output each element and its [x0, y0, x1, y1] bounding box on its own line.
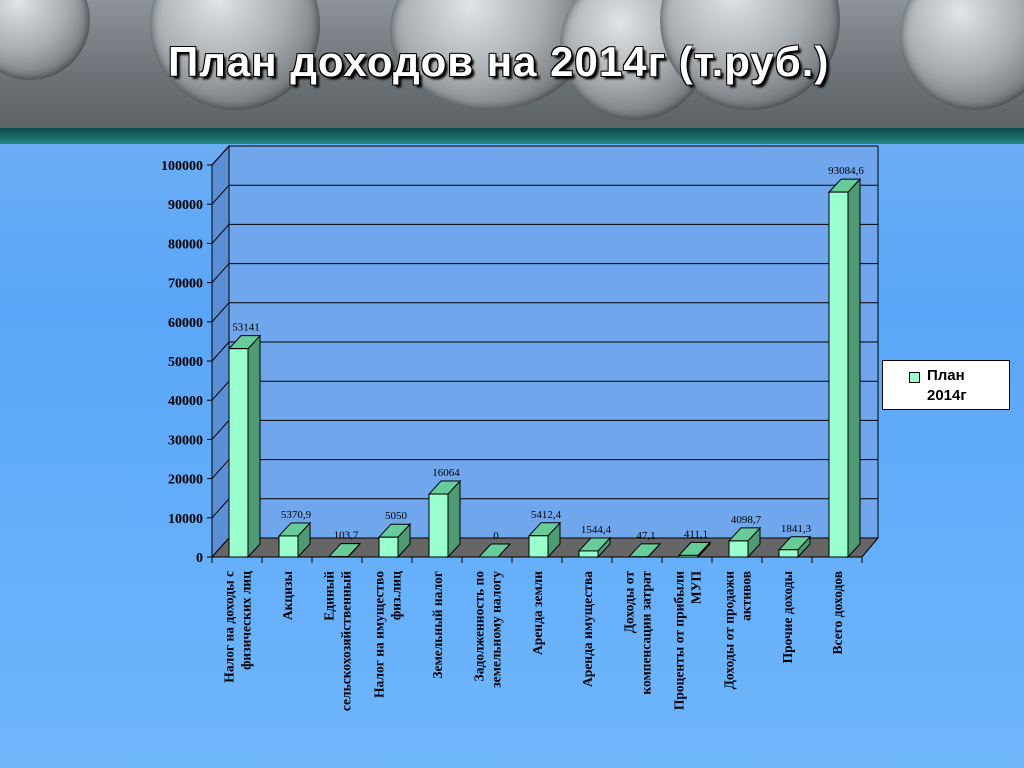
y-tick-label: 100000	[161, 159, 203, 174]
data-label: 5370,9	[281, 509, 312, 521]
bar-front	[728, 540, 749, 558]
legend-label: План 2014г	[927, 366, 987, 406]
x-category-label: Задолженность по земельному налогу	[472, 571, 504, 688]
bar-side	[847, 177, 861, 559]
gridline	[211, 223, 878, 244]
data-label: 1544,4	[581, 524, 612, 536]
data-label: 16064	[432, 467, 460, 479]
x-category-label: Проценты от прибыли МУП	[672, 571, 704, 711]
legend-label-line: 2014г	[927, 387, 967, 404]
bar-front	[828, 191, 849, 558]
bar-front	[228, 348, 249, 558]
y-tick-label: 50000	[168, 355, 203, 370]
y-tick-label: 40000	[168, 394, 203, 409]
bar-front	[378, 536, 399, 558]
x-category-label: Аренда земли	[530, 571, 545, 655]
axes-layer	[207, 164, 863, 563]
data-label: 0	[493, 530, 499, 542]
bar-front	[278, 535, 299, 558]
data-label: 53141	[232, 322, 260, 334]
data-label: 5412,4	[531, 509, 562, 521]
bar	[627, 542, 662, 559]
bar	[577, 536, 612, 559]
bar-front	[528, 535, 549, 558]
legend-label-line: План	[927, 367, 965, 384]
y-tick-label: 20000	[168, 473, 203, 488]
gridline	[211, 184, 878, 205]
x-category-label: Акцизы	[280, 571, 295, 621]
bar-front	[428, 493, 449, 558]
data-label: 93084,6	[828, 165, 864, 177]
data-label: 4098,7	[731, 514, 762, 526]
x-category-label: Единый сельскохозяйственный	[322, 571, 354, 711]
x-category-label: Всего доходов	[830, 571, 845, 654]
gridline	[211, 341, 878, 362]
y-tick-label: 90000	[168, 198, 203, 213]
gridline	[211, 263, 878, 283]
x-category-label: Доходы от продажи активов	[722, 571, 754, 690]
y-tick-label: 0	[196, 551, 203, 566]
bars-layer	[227, 177, 862, 559]
bar-front	[578, 550, 599, 558]
legend-swatch	[909, 372, 920, 383]
x-category-label: Налог на имущество физ.лиц	[372, 571, 404, 698]
x-category-label: Доходы от компенсации затрат	[622, 571, 654, 695]
bar-chart: 53141 5370,9 103,7 5050 16064 0 5412,4 1544,4 47…	[161, 144, 880, 711]
gridline	[211, 302, 878, 323]
bar	[827, 177, 862, 559]
coin-image	[0, 0, 90, 80]
data-label: 411,1	[684, 528, 708, 540]
data-label: 47,1	[636, 530, 655, 542]
y-tick-label: 70000	[168, 277, 203, 292]
x-category-label: Земельный налог	[430, 571, 445, 679]
y-tick-label: 30000	[168, 433, 203, 448]
bar	[277, 521, 312, 559]
bar	[427, 479, 462, 559]
coin-image	[900, 0, 1024, 110]
gridline	[211, 145, 878, 166]
legend: План 2014г	[882, 360, 1010, 410]
bar	[227, 334, 262, 559]
x-category-label: Прочие доходы	[780, 571, 795, 664]
data-label: 5050	[385, 510, 408, 522]
x-category-label: Аренда имущества	[580, 571, 595, 687]
y-tick-label: 80000	[168, 237, 203, 252]
data-label: 103,7	[334, 530, 359, 542]
labels-layer: 53141 5370,9 103,7 5050 16064 0 5412,4 1544,4 47…	[161, 159, 864, 711]
x-category-label: Налог на доходы с физических лиц	[222, 571, 254, 683]
bar	[377, 522, 412, 559]
y-tick-label: 10000	[168, 512, 203, 527]
bar	[527, 521, 562, 559]
header-divider	[0, 128, 1024, 144]
y-tick-label: 60000	[168, 316, 203, 331]
header-banner: План доходов на 2014г (т.руб.)	[0, 0, 1024, 128]
grid-layer	[210, 144, 880, 559]
bar-side	[247, 334, 261, 559]
page-title: План доходов на 2014г (т.руб.)	[168, 38, 830, 85]
bar	[727, 526, 762, 559]
data-label: 1841,3	[781, 523, 812, 535]
bar-front	[778, 549, 799, 558]
